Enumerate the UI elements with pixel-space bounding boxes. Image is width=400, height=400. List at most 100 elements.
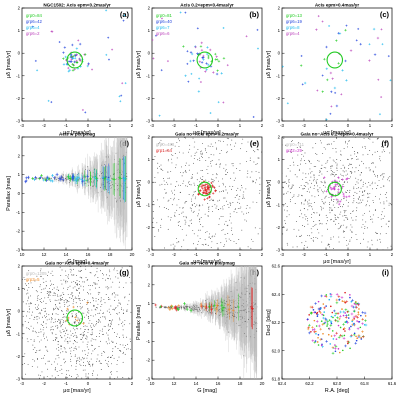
data-point — [98, 299, 99, 300]
data-point — [57, 327, 58, 328]
data-point — [380, 175, 381, 176]
data-point — [28, 364, 29, 365]
data-point — [231, 230, 232, 231]
data-point — [108, 287, 109, 288]
data-point — [369, 150, 370, 151]
data-point — [105, 317, 106, 318]
data-point — [95, 309, 96, 310]
data-point — [84, 299, 85, 300]
data-point — [187, 81, 189, 83]
data-point — [99, 321, 100, 322]
data-point — [353, 188, 354, 189]
y-tick-label: 1 — [278, 28, 281, 33]
data-point — [182, 208, 183, 209]
data-point — [224, 205, 225, 206]
data-point — [324, 181, 325, 182]
y-tick-label: -2 — [146, 358, 150, 363]
data-point — [88, 309, 89, 310]
data-point — [289, 182, 290, 183]
data-point — [183, 240, 184, 241]
data-point — [297, 176, 298, 177]
data-point — [54, 292, 55, 293]
data-point — [320, 223, 321, 224]
data-point — [197, 159, 198, 160]
data-point — [87, 344, 88, 345]
data-point — [352, 167, 353, 168]
data-point — [240, 316, 241, 317]
data-point — [193, 163, 194, 164]
data-point — [314, 213, 315, 214]
data-point — [353, 187, 354, 188]
x-tick-label: -2 — [42, 381, 46, 386]
data-point — [320, 187, 321, 188]
data-point — [204, 70, 206, 72]
data-point — [92, 373, 93, 374]
data-point — [29, 329, 30, 330]
data-point — [129, 277, 130, 278]
data-point — [295, 174, 296, 175]
y-tick-label: 62.4 — [272, 292, 281, 297]
data-point — [38, 336, 39, 337]
x-tick-label: 0 — [217, 252, 220, 257]
data-point — [341, 225, 342, 226]
data-point — [48, 361, 49, 362]
data-point — [337, 168, 338, 169]
data-point — [91, 353, 92, 354]
data-point — [346, 200, 347, 201]
data-point — [79, 298, 80, 299]
data-point — [234, 211, 235, 212]
data-point — [353, 198, 354, 199]
data-point — [239, 170, 240, 171]
data-point — [313, 212, 314, 213]
data-point — [323, 178, 324, 179]
data-point — [68, 278, 69, 279]
data-point — [99, 336, 100, 337]
data-point — [92, 332, 93, 333]
data-point — [70, 353, 71, 354]
data-point — [93, 306, 94, 307]
data-point — [348, 314, 350, 316]
data-point — [248, 246, 249, 247]
data-point — [50, 301, 51, 302]
data-point — [85, 354, 86, 355]
data-point — [104, 326, 105, 327]
data-point — [206, 152, 207, 153]
x-tick-label: -3 — [150, 123, 154, 128]
data-point — [26, 327, 27, 328]
data-point — [111, 363, 112, 364]
data-point — [207, 57, 209, 59]
data-point — [364, 324, 366, 326]
data-point — [192, 174, 193, 175]
data-point — [180, 185, 181, 186]
data-point — [75, 354, 76, 355]
data-point — [215, 58, 217, 60]
data-point — [114, 309, 115, 310]
data-point — [255, 142, 256, 143]
data-point — [334, 252, 335, 253]
data-point — [225, 308, 226, 309]
data-point — [360, 180, 361, 181]
data-point — [247, 177, 248, 178]
data-point — [337, 217, 338, 218]
data-point — [61, 280, 62, 281]
data-point — [74, 57, 76, 59]
data-point — [331, 78, 333, 80]
data-point — [230, 203, 231, 204]
data-point — [346, 322, 348, 324]
data-point — [324, 167, 325, 168]
data-point — [211, 144, 212, 145]
data-point — [24, 353, 25, 354]
data-point — [44, 338, 45, 339]
data-point — [311, 214, 312, 215]
data-point — [361, 318, 364, 321]
data-point — [57, 289, 58, 290]
data-point — [105, 302, 106, 303]
data-point — [43, 329, 44, 330]
data-point — [389, 221, 390, 222]
data-point — [58, 290, 59, 291]
data-point — [201, 217, 202, 218]
data-point — [337, 201, 338, 202]
data-point — [39, 350, 40, 351]
data-point — [161, 219, 162, 220]
data-point — [51, 319, 52, 320]
